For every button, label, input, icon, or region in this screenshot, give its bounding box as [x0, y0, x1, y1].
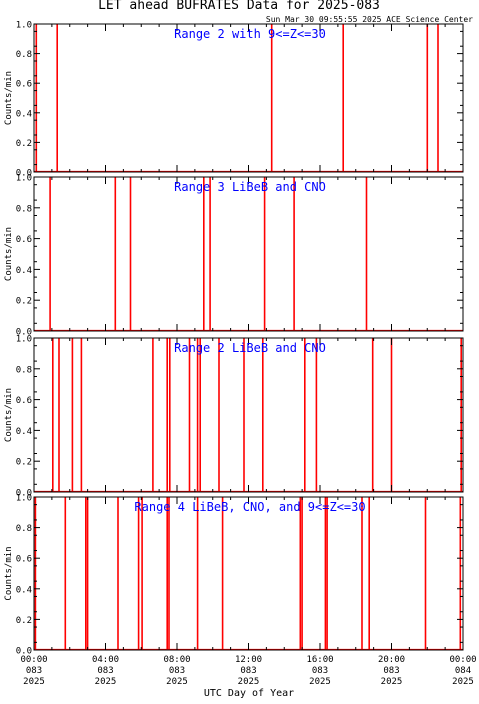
x-tick-doy: 083 [97, 666, 113, 676]
plot-frame [33, 337, 464, 493]
panel-title: Range 2 with 9<=Z<=30 [174, 27, 326, 41]
y-tick-label: 0.6 [16, 235, 32, 245]
y-tick-label: 0.8 [16, 524, 32, 534]
y-tick-label: 0.8 [16, 204, 32, 214]
y-tick-label: 0.0 [16, 489, 32, 499]
y-tick-label: 0.6 [16, 80, 32, 90]
y-axis-label: Counts/min [4, 71, 14, 125]
panel-1: 0.0 0.2 0.4 0.6 0.8 1.0 Counts/min Range 2 with… [4, 21, 464, 179]
x-tick-year: 2025 [452, 677, 474, 687]
x-tick-doy: 083 [312, 666, 328, 676]
y-tick-label: 0.8 [16, 50, 32, 60]
figure-title: LET ahead BUFRATES Data for 2025-083 [98, 0, 380, 13]
plot-frame [33, 496, 464, 651]
x-tick-time: 04:00 [92, 655, 119, 665]
y-axis-label: Counts/min [4, 546, 14, 600]
x-tick-doy: 083 [383, 666, 399, 676]
x-tick-year: 2025 [95, 677, 117, 687]
x-tick-time: 12:00 [235, 655, 262, 665]
y-tick-label: 0.6 [16, 555, 32, 565]
y-tick-label: 1.0 [16, 174, 32, 184]
panel-title: Range 3 LiBeB and CNO [174, 180, 326, 194]
y-axis-label: Counts/min [4, 227, 14, 281]
x-tick-year: 2025 [23, 677, 45, 687]
y-tick-label: 0.4 [16, 585, 32, 595]
x-tick-time: 08:00 [163, 655, 190, 665]
y-tick-label: 0.2 [16, 458, 32, 468]
panel-4: 0.0 0.2 0.4 0.6 0.8 1.0 Counts/min Range 4 LiBe… [4, 494, 464, 657]
y-tick-label: 1.0 [16, 335, 32, 345]
y-tick-label: 1.0 [16, 494, 32, 504]
plot-frame [33, 23, 464, 173]
x-tick-year: 2025 [166, 677, 188, 687]
x-tick-doy: 083 [240, 666, 256, 676]
y-tick-label: 0.4 [16, 109, 32, 119]
x-tick-doy: 083 [169, 666, 185, 676]
x-tick-year: 2025 [309, 677, 331, 687]
y-tick-label: 0.2 [16, 616, 32, 626]
x-tick-year: 2025 [238, 677, 260, 687]
x-axis-label: UTC Day of Year [204, 688, 294, 699]
x-tick-time: 16:00 [306, 655, 333, 665]
panel-3: 0.0 0.2 0.4 0.6 0.8 1.0 Counts/min Range 2 LiBe… [4, 335, 464, 499]
x-tick-time: 20:00 [378, 655, 405, 665]
y-tick-label: 0.0 [16, 169, 32, 179]
y-tick-label: 0.0 [16, 647, 32, 657]
y-tick-label: 0.6 [16, 396, 32, 406]
x-tick-doy: 083 [26, 666, 42, 676]
panel-title: Range 2 LiBeB and CNO [174, 341, 326, 355]
y-tick-label: 1.0 [16, 21, 32, 31]
panel-2: 0.0 0.2 0.4 0.6 0.8 1.0 Counts/min Range 3 LiBe… [4, 174, 464, 338]
x-tick-time: 00:00 [449, 655, 476, 665]
x-tick-time: 00:00 [20, 655, 47, 665]
y-tick-label: 0.4 [16, 427, 32, 437]
y-tick-label: 0.2 [16, 297, 32, 307]
plot-frame [33, 176, 464, 332]
y-axis-label: Counts/min [4, 388, 14, 442]
chart-panels: 0.0 0.2 0.4 0.6 0.8 1.0 Counts/min Range 2 with… [4, 21, 477, 688]
y-tick-label: 0.2 [16, 139, 32, 149]
x-tick-year: 2025 [381, 677, 403, 687]
y-tick-label: 0.4 [16, 266, 32, 276]
x-tick-doy: 084 [455, 666, 471, 676]
panel-title: Range 4 LiBeB, CNO, and 9<=Z<=30 [134, 500, 365, 514]
y-tick-label: 0.0 [16, 328, 32, 338]
generation-timestamp: Sun Mar 30 09:55:55 2025 ACE Science Cen… [266, 15, 473, 24]
y-tick-label: 0.8 [16, 365, 32, 375]
